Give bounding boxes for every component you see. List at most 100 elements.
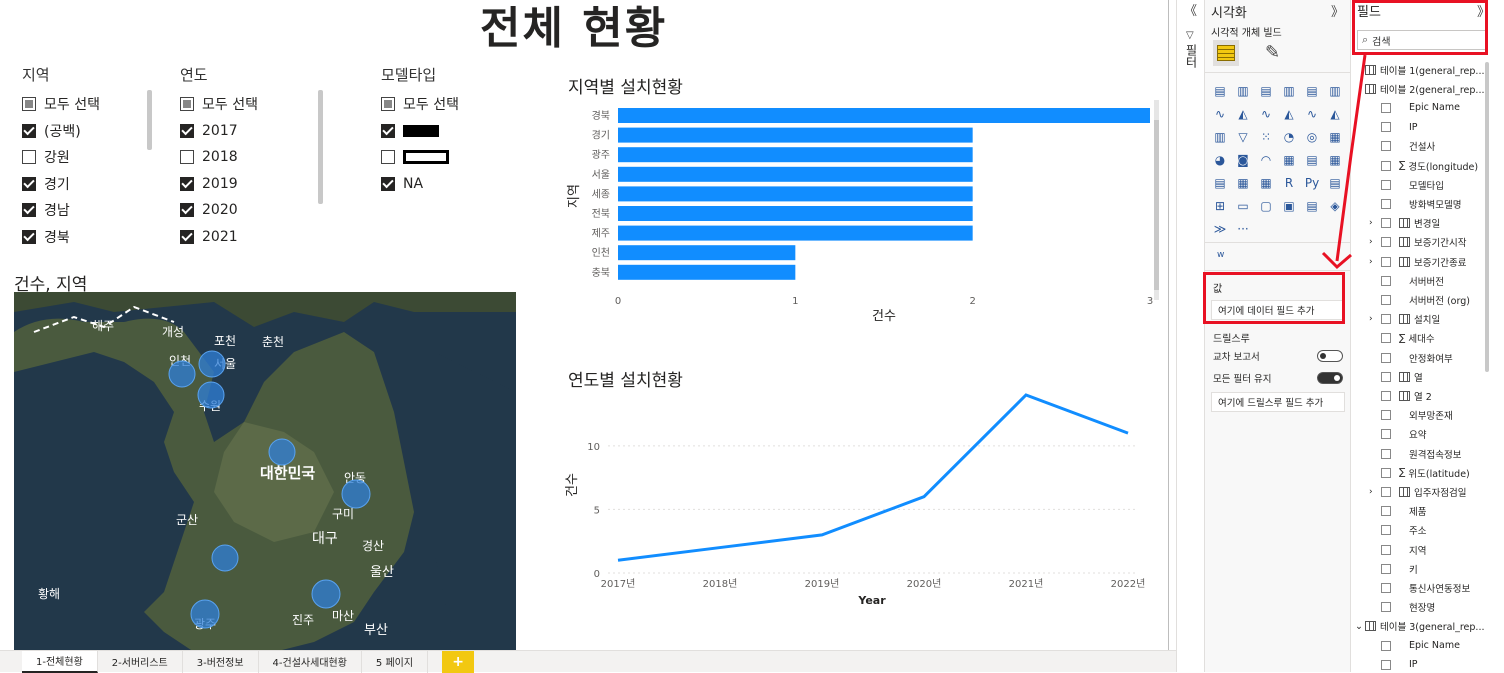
slicer-item[interactable]: 경남	[22, 197, 162, 224]
visual-type-icon[interactable]: ◙	[1237, 153, 1249, 167]
visual-type-icon[interactable]: ▤	[1306, 153, 1318, 167]
field-checkbox[interactable]	[1381, 352, 1391, 363]
build-visual-tab-icon[interactable]	[1213, 40, 1239, 66]
field-checkbox[interactable]	[1381, 294, 1391, 305]
field-item[interactable]: 서버버전	[1369, 271, 1444, 290]
map-bubble[interactable]	[168, 360, 196, 388]
field-item[interactable]: 안정화여부	[1369, 348, 1453, 367]
field-checkbox[interactable]	[1381, 314, 1391, 325]
field-item[interactable]: ∑ 세대수	[1369, 329, 1435, 348]
checkbox[interactable]	[22, 123, 36, 138]
map-bubble[interactable]	[198, 350, 226, 378]
field-item[interactable]: › 입주자점검일	[1369, 482, 1466, 501]
visual-type-icon[interactable]: ∿	[1214, 107, 1226, 121]
visual-type-icon[interactable]: ◕	[1214, 153, 1226, 167]
field-item[interactable]: 지역	[1369, 540, 1426, 559]
visual-type-icon[interactable]: ▤	[1260, 84, 1272, 98]
field-checkbox[interactable]	[1381, 275, 1391, 286]
chevron-icon[interactable]: ›	[1369, 486, 1373, 497]
visual-type-icon[interactable]: ⊞	[1214, 199, 1226, 213]
field-checkbox[interactable]	[1381, 467, 1391, 478]
field-checkbox[interactable]	[1381, 371, 1391, 382]
bar[interactable]	[618, 225, 973, 241]
field-item[interactable]: › 변경일	[1369, 214, 1440, 233]
checkbox[interactable]	[180, 176, 194, 191]
fields-search-input[interactable]: 검색	[1372, 36, 1391, 48]
field-checkbox[interactable]	[1381, 179, 1391, 190]
visual-type-icon[interactable]: ▦	[1260, 176, 1272, 190]
field-item[interactable]: 서버버전 (org)	[1369, 290, 1470, 309]
field-item[interactable]: 주소	[1369, 521, 1426, 540]
map-bubble[interactable]	[268, 438, 296, 466]
field-item[interactable]: 제품	[1369, 502, 1426, 521]
field-checkbox[interactable]	[1381, 506, 1391, 517]
field-item[interactable]: 건설사	[1369, 137, 1435, 156]
format-visual-tab-icon[interactable]: ✎	[1265, 42, 1281, 63]
filters-pane-collapsed[interactable]: 《 ▽ 필터	[1176, 0, 1204, 672]
slicer-year-scrollbar[interactable]	[318, 90, 323, 204]
visual-type-icon[interactable]: ▽	[1238, 130, 1248, 144]
checkbox[interactable]	[180, 229, 194, 244]
visual-type-icon[interactable]: ▭	[1237, 199, 1249, 213]
table-node[interactable]: ⌄ 테이블 3(general_rep...	[1355, 617, 1484, 636]
field-checkbox[interactable]	[1381, 160, 1391, 171]
field-item[interactable]: 원격접속정보	[1369, 444, 1461, 463]
chevron-icon[interactable]: ⌄	[1355, 620, 1363, 632]
series-line[interactable]	[617, 393, 1129, 562]
viz-expand-icon[interactable]: 》	[1331, 5, 1345, 20]
slicer-item[interactable]: 모두 선택	[22, 91, 162, 118]
field-checkbox[interactable]	[1381, 122, 1391, 133]
slicer-item[interactable]: (공백)	[22, 118, 162, 145]
field-checkbox[interactable]	[1381, 486, 1391, 497]
checkbox[interactable]	[180, 123, 194, 138]
slicer-item[interactable]: 강원	[22, 144, 162, 171]
chevron-icon[interactable]: ›	[1369, 218, 1373, 229]
map-bubble[interactable]	[311, 579, 341, 609]
visual-type-icon[interactable]: ≫	[1213, 222, 1227, 236]
table-node[interactable]: 테이블 2(general_rep...	[1355, 79, 1484, 98]
fields-search-box[interactable]: ⌕ 검색	[1357, 30, 1487, 50]
field-checkbox[interactable]	[1381, 602, 1391, 613]
cross-report-toggle[interactable]	[1317, 350, 1343, 362]
field-checkbox[interactable]	[1381, 237, 1391, 248]
visual-type-icon[interactable]: ▤	[1306, 199, 1318, 213]
visual-type-icon[interactable]: ▦	[1283, 153, 1295, 167]
map-bubble[interactable]	[341, 479, 371, 509]
checkbox[interactable]	[381, 176, 395, 191]
field-item[interactable]: IP	[1369, 655, 1418, 672]
field-checkbox[interactable]	[1381, 563, 1391, 574]
visual-type-icon[interactable]: ∿	[1306, 107, 1318, 121]
visual-type-icon[interactable]: ▤	[1214, 176, 1226, 190]
slicer-item[interactable]	[381, 118, 521, 145]
visual-type-icon[interactable]: ▤	[1329, 176, 1341, 190]
field-checkbox[interactable]	[1381, 141, 1391, 152]
field-item[interactable]: › 보증기간시작	[1369, 233, 1466, 252]
slicer-item[interactable]: 경기	[22, 171, 162, 198]
visual-type-icon[interactable]: ◠	[1260, 153, 1272, 167]
chevron-icon[interactable]: ›	[1369, 237, 1373, 248]
slicer-item[interactable]: 2020	[180, 197, 320, 224]
field-checkbox[interactable]	[1381, 429, 1391, 440]
visual-type-icon[interactable]: ◭	[1284, 107, 1294, 121]
bar[interactable]	[618, 186, 973, 202]
field-item[interactable]: 열 2	[1369, 386, 1432, 405]
field-checkbox[interactable]	[1381, 525, 1391, 536]
tab-page-2[interactable]: 2-서버리스트	[98, 650, 183, 673]
tab-page-1[interactable]: 1-전체현황	[22, 650, 98, 673]
visual-type-icon[interactable]: ▢	[1260, 199, 1272, 213]
visual-type-icon[interactable]: ▦	[1237, 176, 1249, 190]
field-checkbox[interactable]	[1381, 544, 1391, 555]
map-bubble[interactable]	[190, 599, 220, 629]
checkbox[interactable]	[180, 203, 194, 218]
field-checkbox[interactable]	[1381, 102, 1391, 113]
bar[interactable]	[618, 108, 1150, 123]
visual-type-icon[interactable]: ▦	[1329, 130, 1341, 144]
checkbox[interactable]	[22, 150, 36, 165]
visual-type-icon[interactable]: ◭	[1238, 107, 1248, 121]
field-item[interactable]: ∑ 경도(longitude)	[1369, 156, 1478, 175]
field-checkbox[interactable]	[1381, 333, 1391, 344]
slicer-item[interactable]: 2019	[180, 171, 320, 198]
chevron-icon[interactable]: ›	[1369, 314, 1373, 325]
bar[interactable]	[618, 166, 973, 182]
keep-filters-toggle[interactable]	[1317, 372, 1343, 384]
